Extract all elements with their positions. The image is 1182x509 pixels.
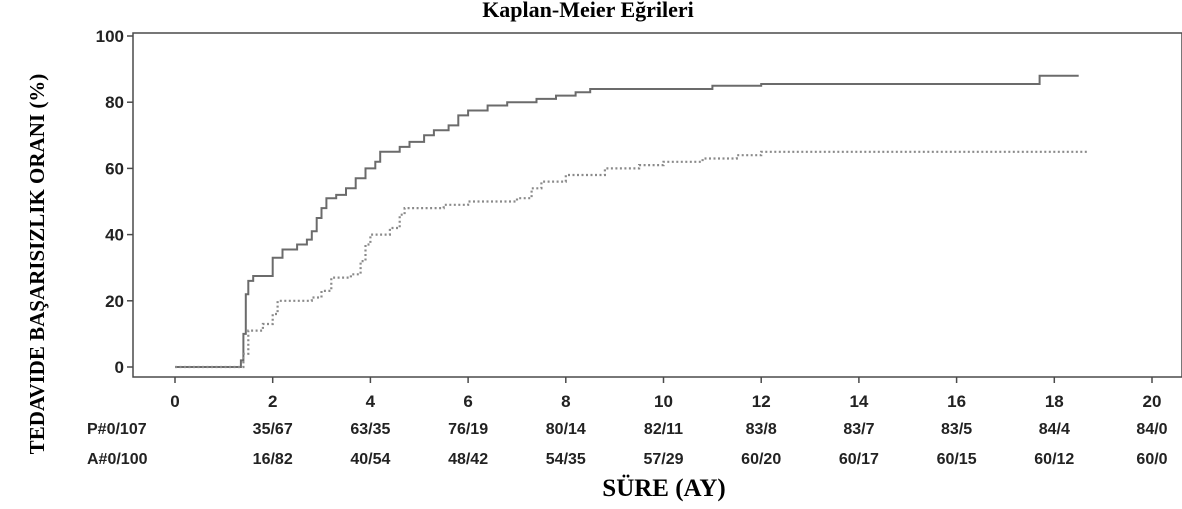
x-axis: 0 2 4 6 8 10 12 14 16 18 20	[170, 377, 1161, 411]
risk-cell-p: 83/8	[746, 421, 777, 438]
x-tick-label: 6	[463, 392, 472, 411]
x-tick-label: 8	[561, 392, 570, 411]
y-tick-label: 80	[105, 93, 124, 112]
y-tick-label: 0	[115, 358, 124, 377]
x-tick-label: 18	[1045, 392, 1064, 411]
risk-cell-a: 40/54	[350, 451, 390, 468]
x-tick-label: 16	[947, 392, 966, 411]
y-tick-label: 60	[105, 159, 124, 178]
survival-curves	[175, 74, 1089, 369]
risk-cell-p: 83/5	[941, 421, 972, 438]
risk-cell-a: 57/29	[643, 451, 683, 468]
y-tick-label: 40	[105, 226, 124, 245]
risk-table: P#0/107 A#0/100 35/67 16/82 63/35 40/54 76/1…	[87, 421, 1168, 468]
risk-cell-a: 60/0	[1136, 451, 1167, 468]
risk-cell-a: 60/15	[937, 451, 977, 468]
x-tick-label: 20	[1143, 392, 1162, 411]
risk-cell-a: 48/42	[448, 451, 488, 468]
risk-cell-a: 60/12	[1034, 451, 1074, 468]
y-axis-label: TEDAVIDE BAŞARISIZLIK ORANI (%)	[25, 74, 49, 455]
risk-cell-p: 84/0	[1136, 421, 1167, 438]
risk-cell-a: 60/20	[741, 451, 781, 468]
risk-cell-p: 84/4	[1039, 421, 1070, 438]
x-tick-label: 2	[268, 392, 277, 411]
survival-curve-1	[175, 74, 1079, 368]
risk-row-label-p: P#0/107	[87, 421, 147, 438]
risk-cell-a: 60/17	[839, 451, 879, 468]
risk-cell-a: 16/82	[253, 451, 293, 468]
y-tick-label: 20	[105, 292, 124, 311]
y-axis: 0 20 40 60 80 100	[96, 27, 133, 377]
chart-title: Kaplan-Meier Eğrileri	[482, 0, 694, 22]
risk-cell-p: 35/67	[253, 421, 293, 438]
x-tick-label: 10	[654, 392, 673, 411]
risk-cell-p: 82/11	[644, 421, 683, 438]
x-tick-label: 12	[752, 392, 771, 411]
x-tick-label: 4	[366, 392, 376, 411]
survival-curve-2	[175, 150, 1089, 369]
risk-cell-p: 76/19	[448, 421, 488, 438]
plot-frame	[132, 32, 1182, 378]
y-tick-label: 100	[96, 27, 124, 46]
x-tick-label: 14	[849, 392, 868, 411]
risk-cell-a: 54/35	[546, 451, 586, 468]
risk-cell-p: 80/14	[546, 421, 586, 438]
x-axis-label: SÜRE (AY)	[602, 475, 725, 502]
risk-row-label-a: A#0/100	[87, 451, 148, 468]
x-tick-label: 0	[170, 392, 179, 411]
risk-cell-p: 83/7	[843, 421, 874, 438]
risk-cell-p: 63/35	[350, 421, 390, 438]
